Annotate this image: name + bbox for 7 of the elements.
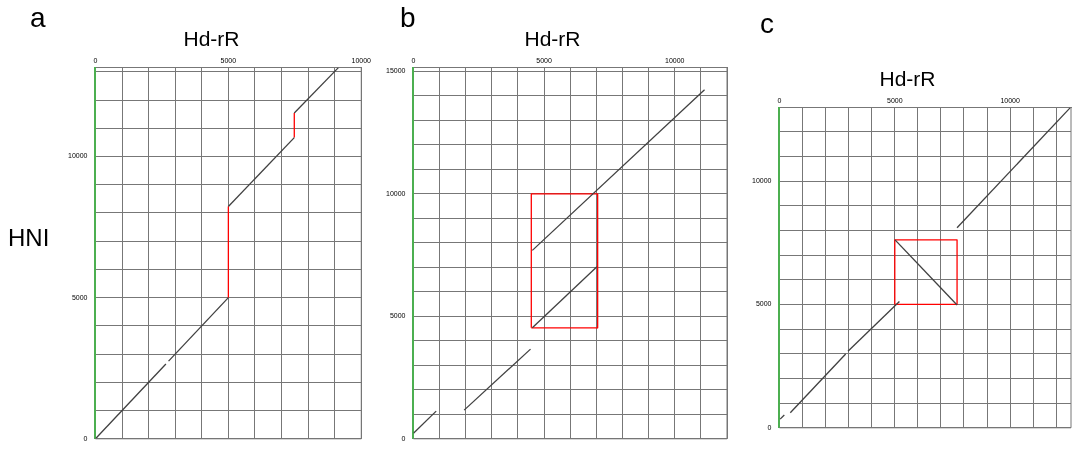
text: c: [760, 8, 774, 40]
y-axis-title: HNI: [8, 224, 50, 252]
chart-title: Hd-rR: [524, 27, 581, 51]
text: b: [400, 2, 416, 34]
chart-title: Hd-rR: [183, 27, 240, 51]
text: a: [30, 2, 46, 34]
chart-title: Hd-rR: [879, 67, 936, 91]
